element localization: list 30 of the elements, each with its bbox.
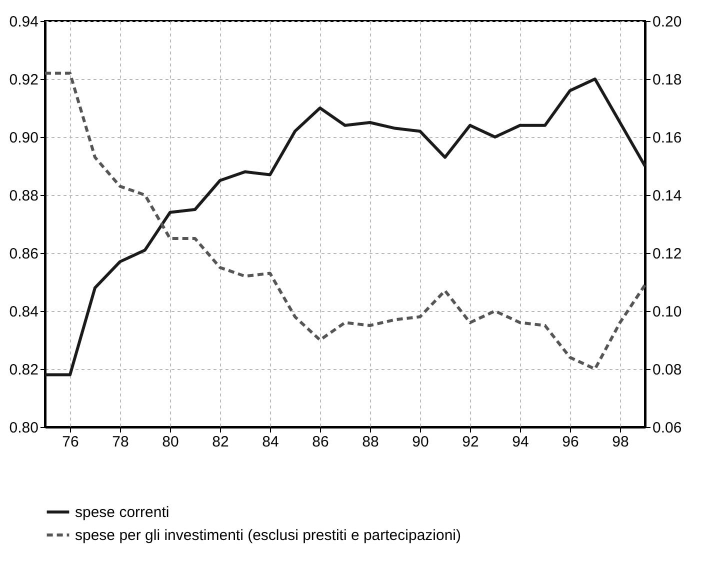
- y2-tick-label: 0.08: [652, 362, 682, 378]
- y2-tick-label: 0.12: [652, 246, 682, 262]
- x-tick-label: 90: [412, 434, 429, 450]
- y2-tick-label: 0.14: [652, 188, 682, 204]
- y2-tick-label: 0.18: [652, 72, 682, 88]
- x-tick-label: 82: [212, 434, 229, 450]
- y-tick-label: 0.82: [9, 362, 38, 378]
- x-tick-label: 92: [462, 434, 479, 450]
- y-tick-label: 0.90: [9, 130, 38, 146]
- x-tick-label: 86: [312, 434, 329, 450]
- y-tick-label: 0.92: [9, 72, 38, 88]
- x-tick-label: 80: [162, 434, 179, 450]
- x-tick-label: 98: [612, 434, 629, 450]
- y-tick-label: 0.86: [9, 246, 38, 262]
- x-tick-label: 78: [112, 434, 129, 450]
- y-tick-label: 0.88: [9, 188, 38, 204]
- y2-tick-label: 0.20: [652, 14, 682, 30]
- x-tick-label: 84: [262, 434, 279, 450]
- y2-tick-label: 0.16: [652, 130, 682, 146]
- y2-tick-label: 0.06: [652, 420, 682, 436]
- y2-tick-label: 0.10: [652, 304, 682, 320]
- legend-label: spese per gli investimenti (esclusi prestiti e partecipazioni): [75, 527, 462, 544]
- y-tick-label: 0.80: [9, 420, 38, 436]
- x-tick-label: 94: [512, 434, 529, 450]
- y-tick-label: 0.84: [9, 304, 38, 320]
- y-tick-label: 0.94: [9, 14, 38, 30]
- x-tick-label: 76: [62, 434, 79, 450]
- x-tick-label: 88: [362, 434, 379, 450]
- legend-label: spese correnti: [75, 504, 170, 521]
- x-tick-label: 96: [562, 434, 579, 450]
